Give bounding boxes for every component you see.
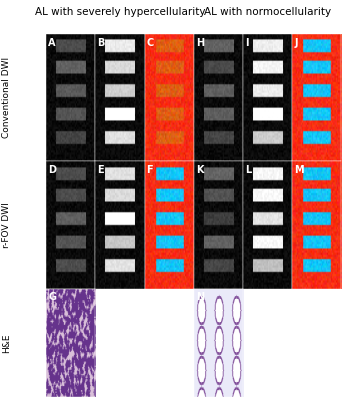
Text: B: B <box>97 38 105 48</box>
Text: F: F <box>146 165 153 175</box>
Text: N: N <box>196 292 204 302</box>
Text: E: E <box>97 165 104 175</box>
Text: K: K <box>196 165 203 175</box>
Text: AL with normocellularity: AL with normocellularity <box>204 7 331 17</box>
Text: M: M <box>294 165 304 175</box>
Text: C: C <box>146 38 154 48</box>
Text: H&E: H&E <box>2 333 11 352</box>
Text: AL with severely hypercellularity: AL with severely hypercellularity <box>35 7 205 17</box>
Text: J: J <box>294 38 298 48</box>
Text: I: I <box>245 38 248 48</box>
Text: Conventional DWI: Conventional DWI <box>2 57 11 138</box>
Text: A: A <box>48 38 56 48</box>
Text: D: D <box>48 165 56 175</box>
Text: G: G <box>48 292 56 302</box>
Text: r-FOV DWI: r-FOV DWI <box>2 202 11 248</box>
Text: L: L <box>245 165 251 175</box>
Text: H: H <box>196 38 204 48</box>
